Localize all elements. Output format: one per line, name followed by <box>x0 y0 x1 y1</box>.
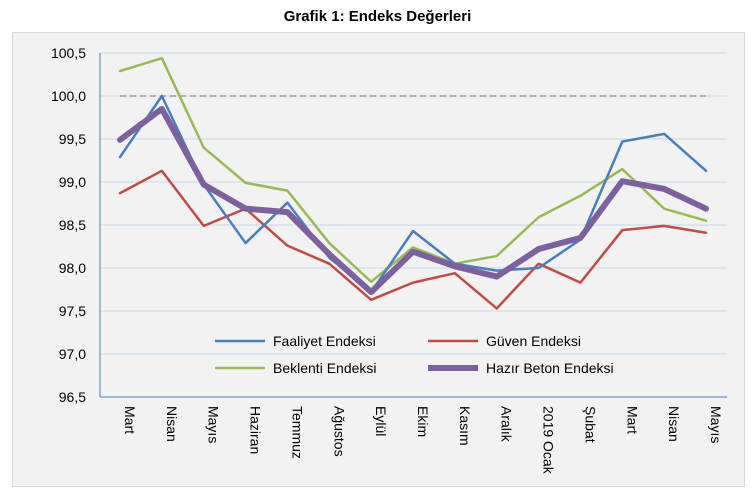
x-tick-label: Temmuz <box>289 406 305 459</box>
y-tick-label: 97,0 <box>59 346 86 362</box>
x-tick-label: Mayıs <box>206 406 222 443</box>
x-tick-label: Ekim <box>415 406 431 437</box>
series-line-4 <box>117 105 709 296</box>
x-tick-label: Nisan <box>164 406 180 442</box>
x-tick-label: Nisan <box>666 406 682 442</box>
y-tick-label: 96,5 <box>59 389 86 405</box>
series-line-2 <box>118 169 708 310</box>
x-tick-label: Haziran <box>248 406 264 454</box>
x-tick-label: Mayıs <box>708 406 724 443</box>
x-tick-label: Şubat <box>582 406 598 443</box>
legend-label: Güven Endeksi <box>486 333 581 349</box>
chart-area <box>12 32 745 487</box>
x-tick-label: Mart <box>624 406 640 434</box>
x-tick-label: Eylül <box>373 406 389 436</box>
y-tick-label: 100,0 <box>51 88 86 104</box>
y-tick-label: 100,5 <box>51 45 86 61</box>
x-tick-label: Ağustos <box>331 406 347 457</box>
x-tick-label: 2019 Ocak <box>541 406 557 475</box>
legend-label: Faaliyet Endeksi <box>273 333 376 349</box>
chart-title: Grafik 1: Endeks Değerleri <box>283 8 472 25</box>
y-tick-label: 98,5 <box>59 217 86 233</box>
legend-label: Hazır Beton Endeksi <box>486 360 614 376</box>
x-tick-label: Aralık <box>499 406 515 443</box>
series-line-3 <box>118 56 708 284</box>
y-tick-label: 97,5 <box>59 303 86 319</box>
series-line-1 <box>118 94 708 294</box>
x-tick-label: Kasım <box>457 406 473 446</box>
y-tick-label: 99,0 <box>59 174 86 190</box>
y-tick-label: 98,0 <box>59 260 86 276</box>
legend-label: Beklenti Endeksi <box>273 360 377 376</box>
x-tick-label: Mart <box>122 406 138 434</box>
y-tick-label: 99,5 <box>59 131 86 147</box>
